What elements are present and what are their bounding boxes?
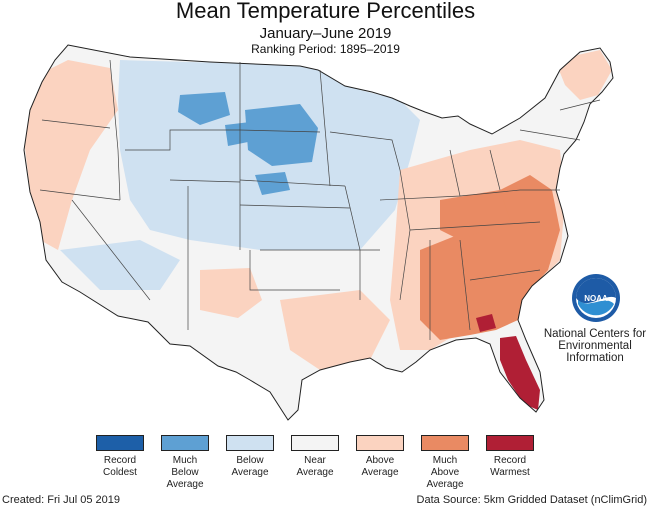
- legend-label-record-warmest: Record Warmest: [470, 455, 550, 479]
- percentile-fill: [24, 45, 613, 420]
- legend-swatch-below: [226, 435, 274, 451]
- legend-swatch-record-coldest: [96, 435, 144, 451]
- legend-label-line: Average: [361, 467, 399, 478]
- legend-label-above: Above Average: [340, 455, 420, 479]
- noaa-logo-icon: NOAA: [572, 274, 620, 322]
- legend-label-line: Coldest: [103, 467, 137, 478]
- legend-label-line: Record: [493, 455, 527, 466]
- legend-swatch-much-above: [421, 435, 469, 451]
- legend-label-line: Below: [236, 455, 264, 466]
- legend-label-line: Below: [171, 467, 199, 478]
- data-source: Data Source: 5km Gridded Dataset (nClimG…: [416, 494, 647, 506]
- legend-label-line: Average: [426, 479, 464, 490]
- map-subtitle: January–June 2019: [259, 25, 392, 42]
- legend-label-much-above: Much Above Average: [405, 455, 485, 491]
- map-title: Mean Temperature Percentiles: [175, 0, 476, 23]
- legend-swatch-near: [291, 435, 339, 451]
- legend-swatch-record-warmest: [486, 435, 534, 451]
- agency-line-2: Environmental: [558, 340, 632, 352]
- noaa-logo-text: NOAA: [584, 294, 608, 303]
- legend-label-line: Average: [166, 479, 204, 490]
- agency-line-3: Information: [566, 352, 624, 364]
- ranking-period: Ranking Period: 1895–2019: [251, 42, 400, 56]
- state-boundaries: [39, 59, 601, 340]
- country-outline: [23, 44, 614, 421]
- agency-line-1: National Centers for: [543, 328, 647, 340]
- agency-name: National Centers for Environmental Infor…: [540, 328, 650, 364]
- legend-label-line: Much: [172, 455, 198, 466]
- legend-label-near: Near Average: [275, 455, 355, 479]
- legend-label-line: Above: [430, 467, 460, 478]
- created-date: Created: Fri Jul 05 2019: [2, 494, 121, 506]
- legend-label-much-below: Much Below Average: [145, 455, 225, 491]
- legend-label-line: Much: [432, 455, 458, 466]
- legend-label-below: Below Average: [210, 455, 290, 479]
- legend-label-line: Average: [231, 467, 269, 478]
- legend-label-line: Warmest: [490, 467, 530, 478]
- legend-label-record-coldest: Record Coldest: [80, 455, 160, 479]
- legend-label-line: Average: [296, 467, 334, 478]
- legend-label-line: Record: [103, 455, 137, 466]
- legend-swatch-above: [356, 435, 404, 451]
- legend-label-line: Near: [304, 455, 326, 466]
- legend-label-line: Above: [365, 455, 395, 466]
- legend-swatch-much-below: [161, 435, 209, 451]
